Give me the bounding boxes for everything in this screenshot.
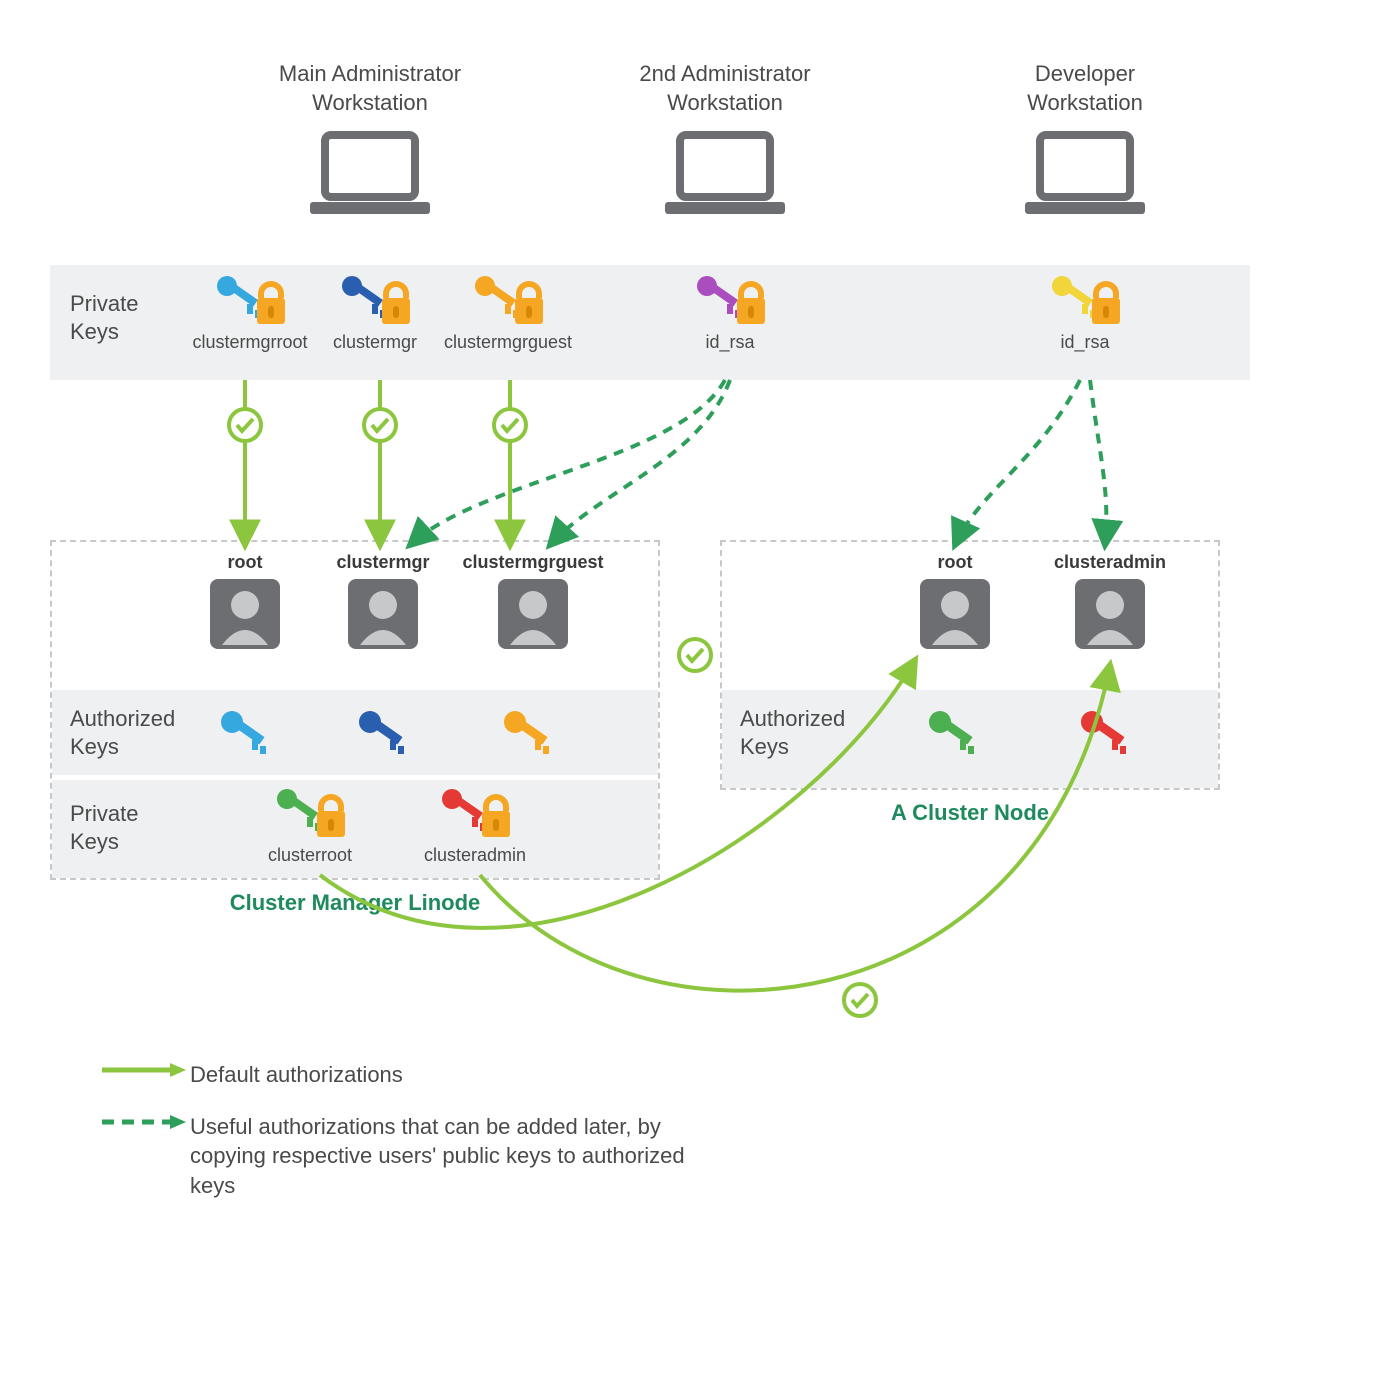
user-clustermgrguest: clustermgrguest [458,552,608,654]
legend-text-default: Default authorizations [190,1060,403,1090]
authkey-1 [220,708,272,754]
label-dev-workstation: Developer Workstation [985,60,1185,117]
user-clusteradmin: clusteradmin [1045,552,1175,654]
caption: clusterroot [250,845,370,866]
username: clustermgr [328,552,438,573]
text: 2nd Administrator [639,61,810,86]
caption: clustermgrguest [438,332,578,353]
text: Main Administrator [279,61,461,86]
username: clusteradmin [1045,552,1175,573]
text: Workstation [312,90,428,115]
username: root [910,552,1000,573]
text: Workstation [667,90,783,115]
keylock-id-rsa-dev: id_rsa [1035,272,1135,353]
legend-row-useful: Useful authorizations that can be added … [100,1112,710,1201]
caption: id_rsa [680,332,780,353]
legend-text-useful: Useful authorizations that can be added … [190,1112,710,1201]
priv-keys-label-left: PrivateKeys [70,800,138,855]
caption: id_rsa [1035,332,1135,353]
text: Developer [1035,61,1135,86]
legend-row-default: Default authorizations [100,1060,710,1090]
caption: clusteradmin [410,845,540,866]
authkey-5 [1080,708,1132,754]
username: clustermgrguest [458,552,608,573]
laptop-icon [310,130,430,220]
keylock-clustermgrroot: clustermgrroot [190,272,310,353]
legend: Default authorizations Useful authorizat… [100,1060,710,1223]
diagram-container: Main Administrator Workstation 2nd Admin… [80,60,1308,1328]
keylock-clusteradmin: clusteradmin [410,785,540,866]
caption-cluster-manager: Cluster Manager Linode [190,890,520,916]
auth-keys-label-right: AuthorizedKeys [740,705,845,760]
keylock-id-rsa-2nd: id_rsa [680,272,780,353]
label-2nd-workstation: 2nd Administrator Workstation [615,60,835,117]
label-main-workstation: Main Administrator Workstation [240,60,500,117]
band-label-private-keys: PrivateKeys [70,290,138,345]
legend-arrow-dashed-icon [100,1112,190,1137]
user-clustermgr: clustermgr [328,552,438,654]
laptop-icon [1025,130,1145,220]
caption-cluster-node: A Cluster Node [870,800,1070,826]
username: root [200,552,290,573]
caption: clustermgr [320,332,430,353]
caption: clustermgrroot [190,332,310,353]
keylock-clustermgr: clustermgr [320,272,430,353]
auth-keys-label-left: AuthorizedKeys [70,705,175,760]
user-root-right: root [910,552,1000,654]
text: Workstation [1027,90,1143,115]
authkey-2 [358,708,410,754]
keylock-clustermgrguest: clustermgrguest [438,272,578,353]
keylock-clusterroot: clusterroot [250,785,370,866]
legend-arrow-solid-icon [100,1060,190,1085]
authkey-3 [503,708,555,754]
authkey-4 [928,708,980,754]
user-root-left: root [200,552,290,654]
laptop-icon [665,130,785,220]
